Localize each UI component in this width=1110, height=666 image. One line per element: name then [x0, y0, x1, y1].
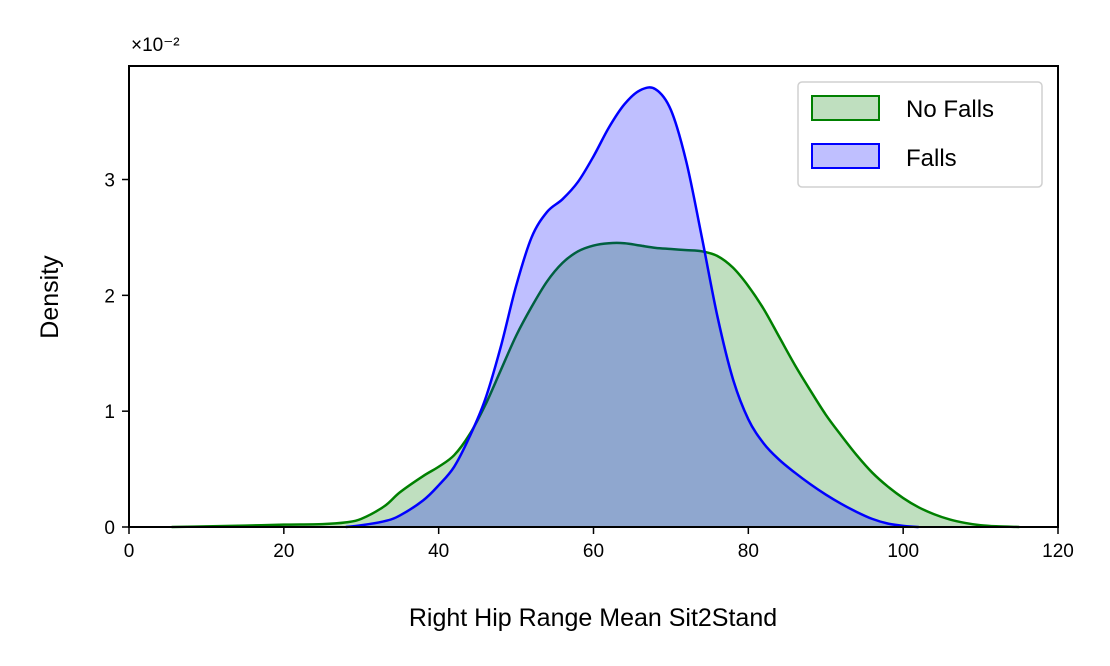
x-axis-label: Right Hip Range Mean Sit2Stand — [409, 604, 777, 632]
legend-label-falls: Falls — [906, 145, 957, 172]
series-layer — [171, 86, 1020, 529]
x-tick-label: 60 — [583, 541, 604, 562]
y-tick-label: 3 — [104, 171, 115, 192]
legend: No Falls Falls — [797, 81, 1043, 188]
density-line-no-falls — [171, 241, 1020, 529]
legend-frame — [797, 81, 1043, 188]
y-tick-label: 1 — [104, 402, 115, 423]
y-tick-label: 2 — [104, 286, 115, 307]
y-offset-text: ×10⁻² — [131, 35, 180, 56]
y-axis-label: Density — [36, 255, 64, 339]
x-tick-label: 120 — [1042, 541, 1074, 562]
legend-label-no-falls: No Falls — [906, 96, 994, 123]
x-tick-label: 0 — [124, 541, 135, 562]
density-area-falls — [345, 87, 919, 527]
x-axis: 0 20 40 60 80 100 120 — [124, 527, 1074, 562]
y-axis: 0 1 2 3 — [104, 171, 129, 539]
legend-swatch-no-falls — [811, 95, 880, 121]
legend-swatch-falls — [811, 143, 880, 169]
density-line-falls — [345, 86, 919, 529]
x-tick-label: 80 — [738, 541, 759, 562]
y-tick-label: 0 — [104, 518, 115, 539]
x-tick-label: 40 — [428, 541, 449, 562]
x-tick-label: 20 — [273, 541, 294, 562]
x-tick-label: 100 — [887, 541, 919, 562]
density-area-no-falls — [171, 242, 1020, 528]
